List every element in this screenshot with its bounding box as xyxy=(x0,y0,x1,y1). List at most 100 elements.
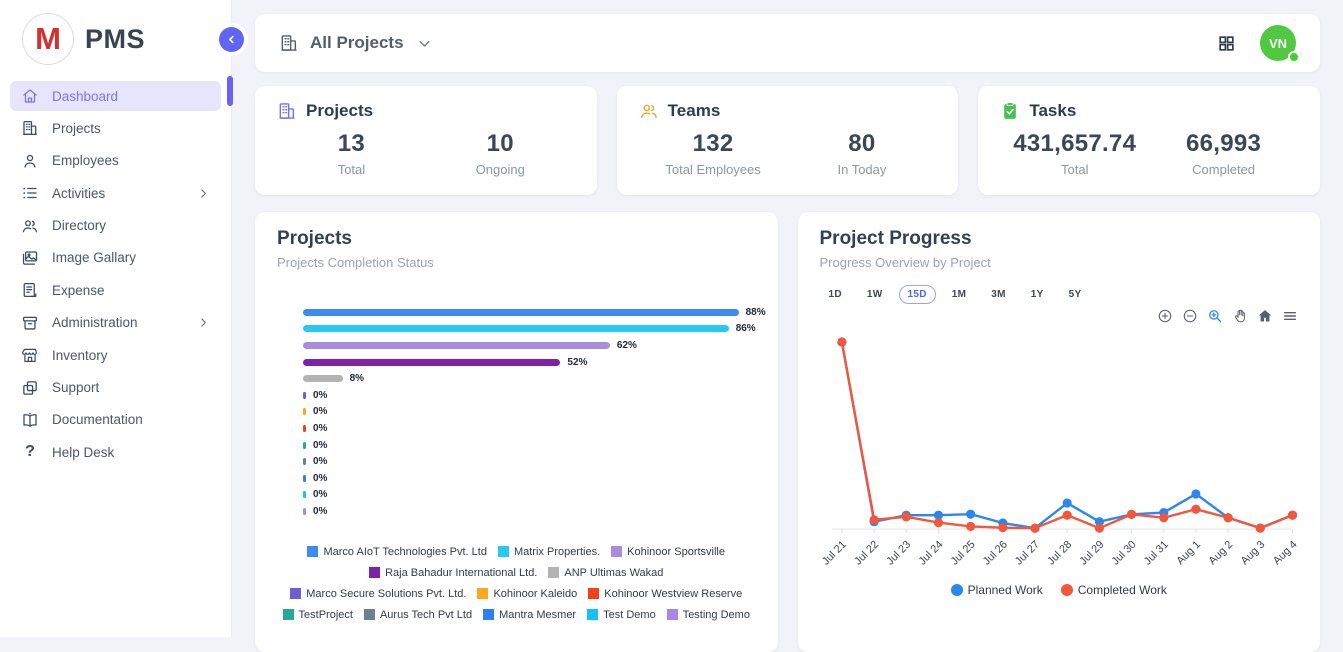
list-icon xyxy=(21,184,39,202)
bar[interactable] xyxy=(303,341,610,349)
selection-zoom-icon[interactable] xyxy=(1207,308,1223,324)
chevron-left-icon xyxy=(225,33,238,46)
people-icon xyxy=(639,101,659,121)
sidebar-item-activities[interactable]: Activities xyxy=(10,178,221,208)
legend-item[interactable]: Testing Demo xyxy=(666,609,750,621)
app-logo: M xyxy=(22,13,74,65)
legend-item[interactable]: Raja Bahadur International Ltd. xyxy=(369,567,537,579)
zoom-in-icon[interactable] xyxy=(1157,308,1173,324)
bar[interactable] xyxy=(303,491,306,499)
home-icon[interactable] xyxy=(1257,308,1273,324)
sidebar-item-projects[interactable]: Projects xyxy=(10,113,221,143)
home-icon xyxy=(21,87,39,105)
bar[interactable] xyxy=(303,308,739,316)
bar[interactable] xyxy=(303,408,306,416)
range-button-15d[interactable]: 15D xyxy=(898,285,936,304)
legend-label: Matrix Properties. xyxy=(513,545,601,558)
bar[interactable] xyxy=(303,441,306,449)
legend-label: Kohinoor Westview Reserve xyxy=(604,587,743,600)
sidebar-item-image-gallary[interactable]: Image Gallary xyxy=(10,243,221,273)
bar[interactable] xyxy=(303,458,306,466)
user-avatar[interactable]: VN xyxy=(1260,25,1300,63)
legend-item[interactable]: Marco AIoT Technologies Pvt. Ltd xyxy=(307,546,487,558)
svg-text:Jul 26: Jul 26 xyxy=(980,539,1009,568)
legend-swatch xyxy=(282,609,294,621)
chevron-right-icon xyxy=(197,187,210,200)
bar-row: 0% xyxy=(303,470,756,487)
bar[interactable] xyxy=(303,507,306,515)
range-button-1m[interactable]: 1M xyxy=(943,285,976,304)
projects-chart-subtitle: Projects Completion Status xyxy=(277,255,434,270)
sidebar-item-support[interactable]: Support xyxy=(10,373,221,403)
bar-row: 0% xyxy=(303,487,756,504)
stat-card-tasks: Tasks 431,657.74 Total 66,993 Completed xyxy=(978,86,1321,195)
project-filter-dropdown[interactable]: All Projects xyxy=(279,33,432,53)
legend-item[interactable]: ANP Ultimas Wakad xyxy=(548,567,663,579)
legend-item[interactable]: Aurus Tech Pvt Ltd xyxy=(363,609,472,621)
progress-line-chart: Jul 21 Jul 22 Jul 23 Jul 24 Jul 25 Jul 26 Jul … xyxy=(820,334,1298,573)
sidebar-item-label: Inventory xyxy=(52,347,108,363)
legend-item[interactable]: Test Demo xyxy=(587,609,656,621)
legend-swatch xyxy=(611,546,623,558)
bar-row: 0% xyxy=(303,420,756,437)
bar[interactable] xyxy=(303,358,561,366)
legend-item[interactable]: Kohinoor Kaleido xyxy=(477,588,577,600)
range-button-3m[interactable]: 3M xyxy=(982,285,1015,304)
bar[interactable] xyxy=(303,325,729,333)
sidebar-nav: Dashboard Projects Employees Activities Dire… xyxy=(0,77,231,474)
svg-text:Aug 3: Aug 3 xyxy=(1238,539,1267,568)
legend-item[interactable]: Completed Work xyxy=(1060,583,1167,597)
sidebar-item-label: Administration xyxy=(52,315,138,331)
sidebar-collapse-button[interactable] xyxy=(219,27,244,52)
range-button-1d[interactable]: 1D xyxy=(820,285,851,304)
stat-card-header: Projects xyxy=(277,101,575,121)
metric-value: 66,993 xyxy=(1186,130,1262,157)
building-icon xyxy=(279,33,299,53)
sidebar-item-help-desk[interactable]: ? Help Desk xyxy=(10,437,221,467)
bar[interactable] xyxy=(303,474,306,482)
sidebar-item-employees[interactable]: Employees xyxy=(10,146,221,176)
svg-text:Jul 24: Jul 24 xyxy=(916,539,945,568)
bar-row: 8% xyxy=(303,370,756,387)
svg-text:Aug 2: Aug 2 xyxy=(1206,539,1235,568)
sidebar-item-label: Image Gallary xyxy=(52,250,137,266)
range-button-5y[interactable]: 5Y xyxy=(1060,285,1091,304)
legend-swatch xyxy=(548,567,560,579)
sidebar-item-directory[interactable]: Directory xyxy=(10,211,221,241)
store-icon xyxy=(21,346,39,364)
projects-chart-title: Projects xyxy=(277,228,352,249)
metric-label: Ongoing xyxy=(475,162,525,177)
sidebar-item-inventory[interactable]: Inventory xyxy=(10,340,221,370)
range-button-1y[interactable]: 1Y xyxy=(1022,285,1053,304)
legend-item[interactable]: Kohinoor Sportsville xyxy=(611,546,725,558)
legend-label: Marco Secure Solutions Pvt. Ltd. xyxy=(306,587,467,600)
progress-chart-legend: Planned Work Completed Work xyxy=(820,583,1299,597)
apps-grid-icon[interactable] xyxy=(1217,34,1236,53)
bar[interactable] xyxy=(303,375,343,383)
metric-label: Total xyxy=(337,162,366,177)
bar-value-label: 0% xyxy=(313,389,328,401)
legend-item[interactable]: Planned Work xyxy=(950,583,1043,597)
bar-row: 0% xyxy=(303,387,756,404)
sidebar-item-dashboard[interactable]: Dashboard xyxy=(10,81,221,111)
progress-chart-title: Project Progress xyxy=(819,228,972,249)
zoom-out-icon[interactable] xyxy=(1182,308,1198,324)
range-button-1w[interactable]: 1W xyxy=(858,285,892,304)
sidebar-item-expense[interactable]: Expense xyxy=(10,275,221,305)
sidebar-item-administration[interactable]: Administration xyxy=(10,308,221,338)
bar[interactable] xyxy=(303,391,306,399)
online-status-dot xyxy=(1288,51,1300,63)
bar[interactable] xyxy=(303,424,306,432)
stat-card-header: Teams xyxy=(639,101,937,121)
person-icon xyxy=(21,152,39,170)
pan-icon[interactable] xyxy=(1232,308,1248,324)
building-icon xyxy=(277,101,297,121)
legend-item[interactable]: Mantra Mesmer xyxy=(483,609,576,621)
sidebar-item-documentation[interactable]: Documentation xyxy=(10,405,221,435)
menu-icon[interactable] xyxy=(1282,308,1298,324)
projects-chart-card: Projects Projects Completion Status 88% 8… xyxy=(255,212,778,652)
legend-item[interactable]: Marco Secure Solutions Pvt. Ltd. xyxy=(290,588,466,600)
legend-item[interactable]: Kohinoor Westview Reserve xyxy=(588,588,742,600)
legend-item[interactable]: Matrix Properties. xyxy=(497,545,601,558)
legend-item[interactable]: TestProject xyxy=(282,609,353,621)
